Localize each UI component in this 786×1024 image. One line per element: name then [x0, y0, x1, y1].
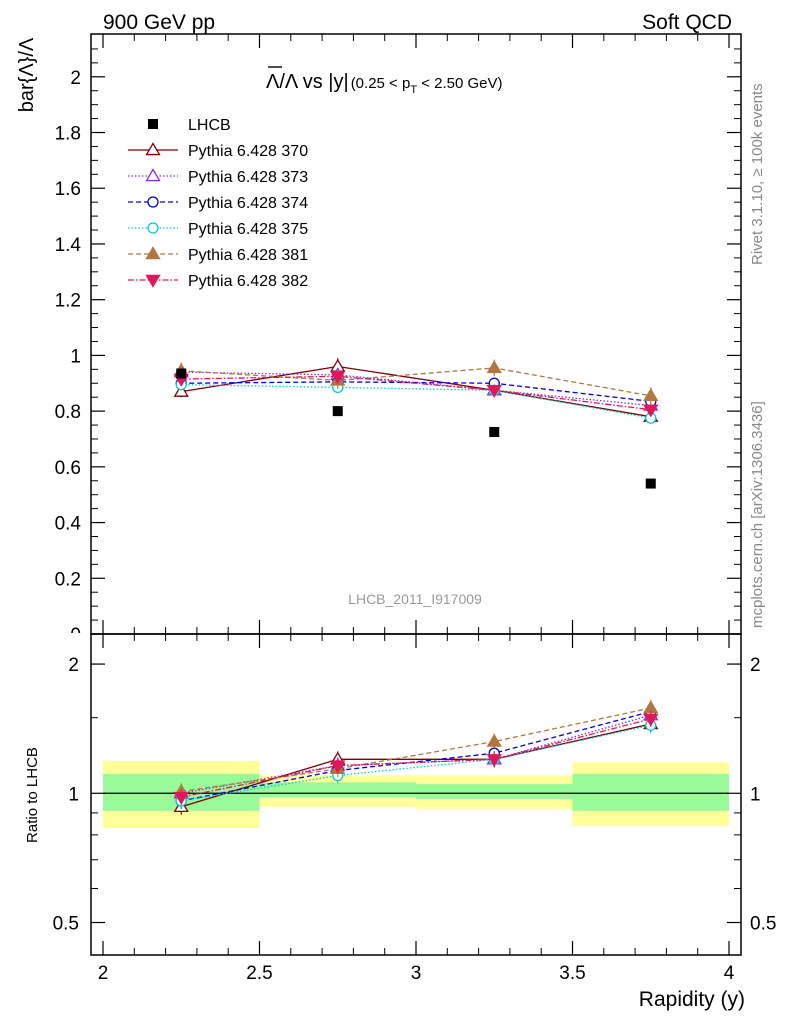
main-point: [643, 404, 659, 418]
legend-label: Pythia 6.428 375: [188, 221, 308, 238]
title-main: Λ/Λ vs |y|: [266, 71, 349, 93]
legend-label: LHCB: [188, 117, 231, 134]
main-point: [330, 371, 346, 385]
legend-entry-2: Pythia 6.428 374: [128, 195, 308, 212]
title-cut-end: < 2.50 GeV): [417, 75, 502, 92]
legend-label: Pythia 6.428 373: [188, 169, 308, 186]
legend-marker: [145, 168, 161, 182]
legend-entry-5: Pythia 6.428 382: [128, 273, 308, 290]
lhcb-point: [645, 478, 656, 489]
x-tick-label: 2: [98, 963, 109, 984]
analysis-watermark: LHCB_2011_I917009: [348, 591, 482, 607]
ratio-point: [643, 700, 659, 714]
legend-marker: [145, 246, 161, 260]
ratio-point: [173, 791, 189, 805]
ratio-point: [486, 733, 502, 747]
legend-label: Pythia 6.428 381: [188, 247, 308, 264]
lhcb-data: [176, 368, 656, 489]
ratio-point: [486, 754, 502, 768]
legend-entry-3: Pythia 6.428 375: [128, 221, 308, 238]
main-ytick-label: 2: [70, 68, 81, 89]
legend-marker: [145, 142, 161, 156]
header-right: Soft QCD: [642, 11, 732, 34]
ratio-ytick-label-right: 1: [750, 784, 761, 805]
lhcb-point: [176, 368, 187, 379]
main-point: [486, 360, 502, 374]
mcplots-label: mcplots.cern.ch [arXiv:1306.3436]: [749, 401, 766, 628]
x-tick-label: 3.5: [559, 963, 585, 984]
main-point: [173, 383, 189, 397]
legend-label: Pythia 6.428 382: [188, 273, 308, 290]
main-panel: [173, 358, 659, 489]
ratio-series-5: [173, 710, 659, 806]
main-ytick-label: 1.2: [55, 291, 81, 312]
legend-entry-1: Pythia 6.428 373: [128, 168, 308, 186]
main-series-line: [181, 375, 651, 411]
x-tick-label: 2.5: [246, 963, 272, 984]
ratio-axes: 0.5 0.5 1 1 2 2 2 2.5 3 3.5 4: [53, 633, 776, 984]
main-ytick-label: 0.4: [55, 514, 82, 535]
ratio-panel: [103, 700, 729, 829]
main-ytick-label-zero: 0: [70, 625, 81, 646]
ratio-band-inner: [259, 782, 416, 798]
x-tick-label: 3: [411, 963, 422, 984]
main-series-line: [181, 367, 651, 397]
svg-text:Λ/Λ vs |y|(0.25 < pT < 2.50 Ge: Λ/Λ vs |y| (0.25 < pT < 2.50 GeV): [266, 71, 503, 96]
main-point: [643, 388, 659, 401]
chart-title: Λ/Λ vs |y| (0.25 < pT < 2.50 GeV): [266, 66, 503, 96]
main-series-line: [181, 365, 651, 418]
legend-label: Pythia 6.428 370: [188, 143, 308, 160]
title-cut-sub: T: [410, 84, 417, 96]
ratio-ytick-label: 1: [68, 784, 79, 805]
rivet-label: Rivet 3.1.10, ≥ 100k events: [749, 83, 766, 265]
legend-entry-0: Pythia 6.428 370: [128, 142, 308, 160]
main-ytick-label: 0.6: [55, 458, 81, 479]
main-ytick-label: 1.8: [55, 124, 81, 145]
legend-marker: [147, 196, 159, 208]
main-series-line: [181, 381, 651, 403]
ratio-band-inner: [416, 784, 573, 799]
lhcb-point: [489, 427, 500, 438]
main-ytick-label: 1.4: [55, 235, 82, 256]
ratio-band-inner: [572, 773, 729, 811]
legend-label: Pythia 6.428 374: [188, 195, 308, 212]
lhcb-point: [332, 406, 343, 417]
header-left: 900 GeV pp: [103, 11, 215, 34]
main-ytick-label: 1.6: [55, 179, 81, 200]
legend-entry-4: Pythia 6.428 381: [128, 246, 308, 264]
main-ytick-label: 0.8: [55, 402, 81, 423]
main-ytick-label: 1: [70, 346, 81, 367]
title-cut: (0.25 < p: [351, 75, 411, 92]
x-tick-label: 4: [724, 963, 735, 984]
ratio-series-line: [181, 724, 651, 802]
ratio-series-line: [181, 714, 651, 794]
legend-marker: [145, 274, 161, 288]
legend: LHCB Pythia 6.428 370 Pythia 6.428 373 Pyth…: [128, 117, 308, 290]
main-point: [486, 385, 502, 399]
main-series-line: [181, 384, 651, 419]
x-axis-label: Rapidity (y): [639, 988, 745, 1011]
ratio-ytick-label: 0.5: [53, 913, 79, 934]
ratio-y-label: Ratio to LHCB: [24, 747, 41, 843]
main-y-label: bar{Λ}/Λ: [16, 37, 38, 112]
main-ytick-label: 0.2: [55, 569, 81, 590]
ratio-ytick-label-right: 2: [750, 655, 761, 676]
legend-marker: [148, 119, 158, 129]
legend-entry-lhcb: LHCB: [148, 117, 231, 134]
ratio-point: [643, 713, 659, 727]
main-series-4: [173, 359, 659, 405]
ratio-ytick-label: 2: [68, 655, 79, 676]
main-series-0: [173, 358, 659, 423]
ratio-ytick-label-right: 0.5: [750, 913, 776, 934]
legend-marker: [147, 222, 159, 234]
ratio-point: [330, 760, 346, 774]
